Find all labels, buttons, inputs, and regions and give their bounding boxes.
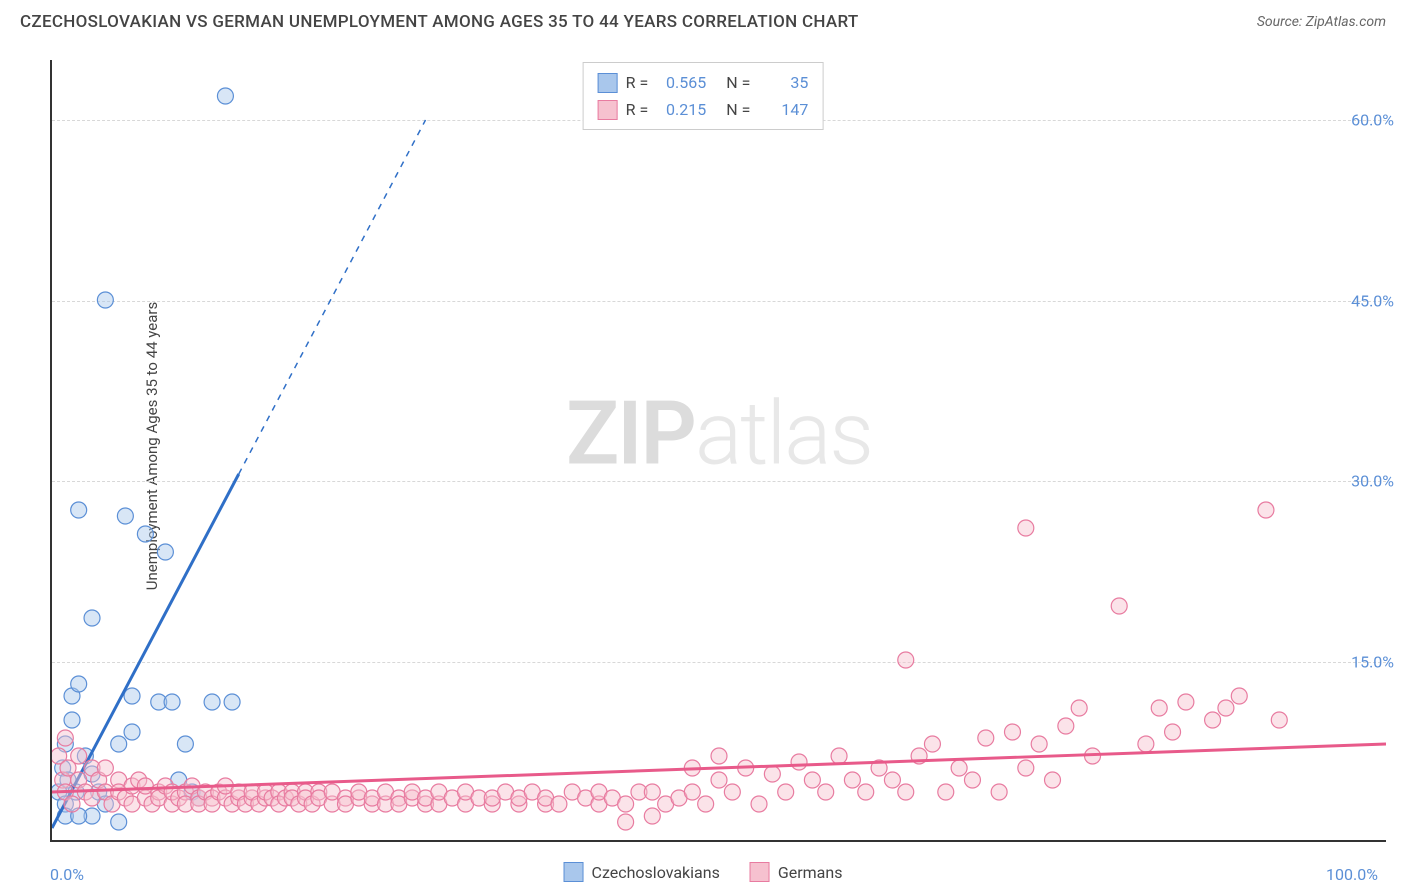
scatter-point <box>1111 598 1127 614</box>
scatter-point <box>644 784 660 800</box>
scatter-point <box>64 796 80 812</box>
scatter-point <box>764 766 780 782</box>
scatter-point <box>1071 700 1087 716</box>
series-legend-label: Czechoslovakians <box>592 863 720 882</box>
legend-swatch <box>750 862 770 882</box>
scatter-point <box>71 676 87 692</box>
correlation-legend: R = 0.565 N = 35 R = 0.215 N = 147 <box>583 62 824 130</box>
legend-swatch <box>598 73 618 93</box>
series-legend: Czechoslovakians Germans <box>564 862 843 882</box>
scatter-point <box>1205 712 1221 728</box>
scatter-point <box>1018 760 1034 776</box>
scatter-point <box>858 784 874 800</box>
scatter-point <box>551 796 567 812</box>
scatter-point <box>117 508 133 524</box>
scatter-point <box>844 772 860 788</box>
legend-swatch <box>564 862 584 882</box>
correlation-legend-row: R = 0.215 N = 147 <box>598 96 809 123</box>
n-value: 35 <box>758 69 808 96</box>
scatter-point <box>217 88 233 104</box>
scatter-point <box>111 736 127 752</box>
scatter-point <box>831 748 847 764</box>
scatter-point <box>778 784 794 800</box>
scatter-point <box>618 814 634 830</box>
scatter-point <box>644 808 660 824</box>
scatter-point <box>137 526 153 542</box>
correlation-legend-row: R = 0.565 N = 35 <box>598 69 809 96</box>
chart-header: CZECHOSLOVAKIAN VS GERMAN UNEMPLOYMENT A… <box>0 0 1406 40</box>
scatter-point <box>791 754 807 770</box>
scatter-point <box>1151 700 1167 716</box>
scatter-point <box>751 796 767 812</box>
scatter-point <box>71 748 87 764</box>
scatter-point <box>951 760 967 776</box>
legend-swatch <box>598 100 618 120</box>
scatter-point <box>1218 700 1234 716</box>
scatter-point <box>818 784 834 800</box>
scatter-point <box>1231 688 1247 704</box>
scatter-point <box>97 760 113 776</box>
scatter-point <box>938 784 954 800</box>
trend-line-dashed <box>239 120 426 474</box>
source-attribution: Source: ZipAtlas.com <box>1257 14 1386 30</box>
scatter-point <box>698 796 714 812</box>
scatter-point <box>1138 736 1154 752</box>
scatter-point <box>618 796 634 812</box>
series-legend-item: Czechoslovakians <box>564 862 720 882</box>
scatter-point <box>684 784 700 800</box>
scatter-point <box>711 772 727 788</box>
scatter-point <box>204 694 220 710</box>
scatter-point <box>97 292 113 308</box>
n-label: N = <box>726 96 750 123</box>
scatter-point <box>1271 712 1287 728</box>
scatter-point <box>804 772 820 788</box>
scatter-plot-svg <box>52 60 1386 840</box>
r-label: R = <box>626 96 649 123</box>
scatter-point <box>177 736 193 752</box>
scatter-point <box>64 712 80 728</box>
scatter-point <box>164 694 180 710</box>
scatter-point <box>84 610 100 626</box>
series-legend-label: Germans <box>778 863 843 882</box>
scatter-point <box>124 724 140 740</box>
x-tick-label: 100.0% <box>1326 865 1378 884</box>
scatter-point <box>224 694 240 710</box>
r-label: R = <box>626 69 649 96</box>
scatter-point <box>964 772 980 788</box>
scatter-point <box>1018 520 1034 536</box>
x-tick-label: 0.0% <box>50 865 84 884</box>
r-value: 0.565 <box>656 69 706 96</box>
scatter-point <box>884 772 900 788</box>
scatter-point <box>1165 724 1181 740</box>
scatter-point <box>724 784 740 800</box>
r-value: 0.215 <box>656 96 706 123</box>
scatter-point <box>57 730 73 746</box>
scatter-point <box>1045 772 1061 788</box>
scatter-point <box>711 748 727 764</box>
chart-plot-area: ZIPatlas <box>50 60 1386 842</box>
scatter-point <box>1178 694 1194 710</box>
scatter-point <box>1031 736 1047 752</box>
scatter-point <box>1058 718 1074 734</box>
n-value: 147 <box>758 96 808 123</box>
scatter-point <box>71 502 87 518</box>
scatter-point <box>991 784 1007 800</box>
scatter-point <box>924 736 940 752</box>
chart-title: CZECHOSLOVAKIAN VS GERMAN UNEMPLOYMENT A… <box>20 12 859 32</box>
scatter-point <box>898 784 914 800</box>
scatter-point <box>978 730 994 746</box>
scatter-point <box>157 544 173 560</box>
scatter-point <box>898 652 914 668</box>
series-legend-item: Germans <box>750 862 843 882</box>
scatter-point <box>1004 724 1020 740</box>
n-label: N = <box>726 69 750 96</box>
scatter-point <box>1258 502 1274 518</box>
scatter-point <box>111 814 127 830</box>
scatter-point <box>124 688 140 704</box>
